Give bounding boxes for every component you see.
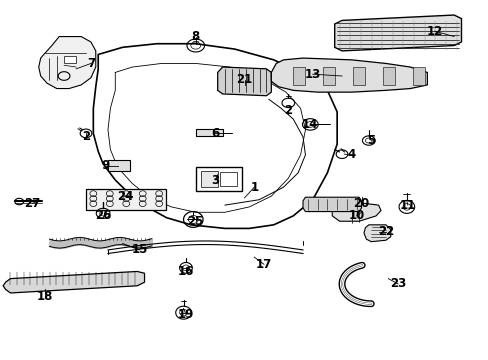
Text: 10: 10	[348, 210, 364, 222]
Polygon shape	[382, 67, 394, 85]
Polygon shape	[39, 37, 96, 89]
Polygon shape	[3, 271, 144, 293]
Polygon shape	[217, 67, 271, 96]
Polygon shape	[220, 172, 237, 186]
Text: 17: 17	[255, 258, 272, 271]
FancyBboxPatch shape	[64, 56, 76, 63]
Text: 18: 18	[36, 290, 53, 303]
Text: 12: 12	[426, 25, 442, 38]
Text: 7: 7	[87, 57, 95, 70]
Polygon shape	[86, 189, 166, 211]
Text: 20: 20	[353, 197, 369, 210]
Text: 24: 24	[117, 190, 133, 203]
Text: 22: 22	[377, 225, 393, 238]
Text: 27: 27	[24, 197, 41, 210]
Text: 15: 15	[131, 243, 147, 256]
Polygon shape	[108, 160, 130, 171]
Text: 5: 5	[366, 134, 375, 147]
Text: 2: 2	[284, 104, 292, 117]
Text: 23: 23	[389, 278, 406, 291]
Polygon shape	[200, 171, 217, 187]
Polygon shape	[352, 67, 365, 85]
Text: 6: 6	[211, 127, 219, 140]
Text: 2: 2	[82, 130, 90, 144]
Polygon shape	[412, 67, 424, 85]
Text: 21: 21	[236, 73, 252, 86]
Text: 8: 8	[191, 30, 200, 43]
Text: 25: 25	[187, 215, 203, 228]
Text: 26: 26	[95, 210, 111, 222]
Text: 14: 14	[302, 118, 318, 131]
Polygon shape	[195, 167, 242, 191]
Polygon shape	[293, 67, 305, 85]
Text: 1: 1	[250, 181, 258, 194]
Polygon shape	[331, 203, 380, 221]
Text: 9: 9	[101, 159, 109, 172]
Polygon shape	[271, 58, 427, 92]
Polygon shape	[334, 15, 461, 51]
Text: 3: 3	[211, 174, 219, 186]
Polygon shape	[363, 225, 390, 242]
Text: 4: 4	[347, 148, 355, 161]
Text: 13: 13	[304, 68, 320, 81]
Text: 19: 19	[178, 308, 194, 321]
Text: 11: 11	[399, 199, 415, 212]
Polygon shape	[323, 67, 335, 85]
Polygon shape	[303, 197, 361, 212]
Polygon shape	[195, 129, 222, 136]
Text: 16: 16	[178, 265, 194, 278]
Polygon shape	[93, 44, 336, 228]
